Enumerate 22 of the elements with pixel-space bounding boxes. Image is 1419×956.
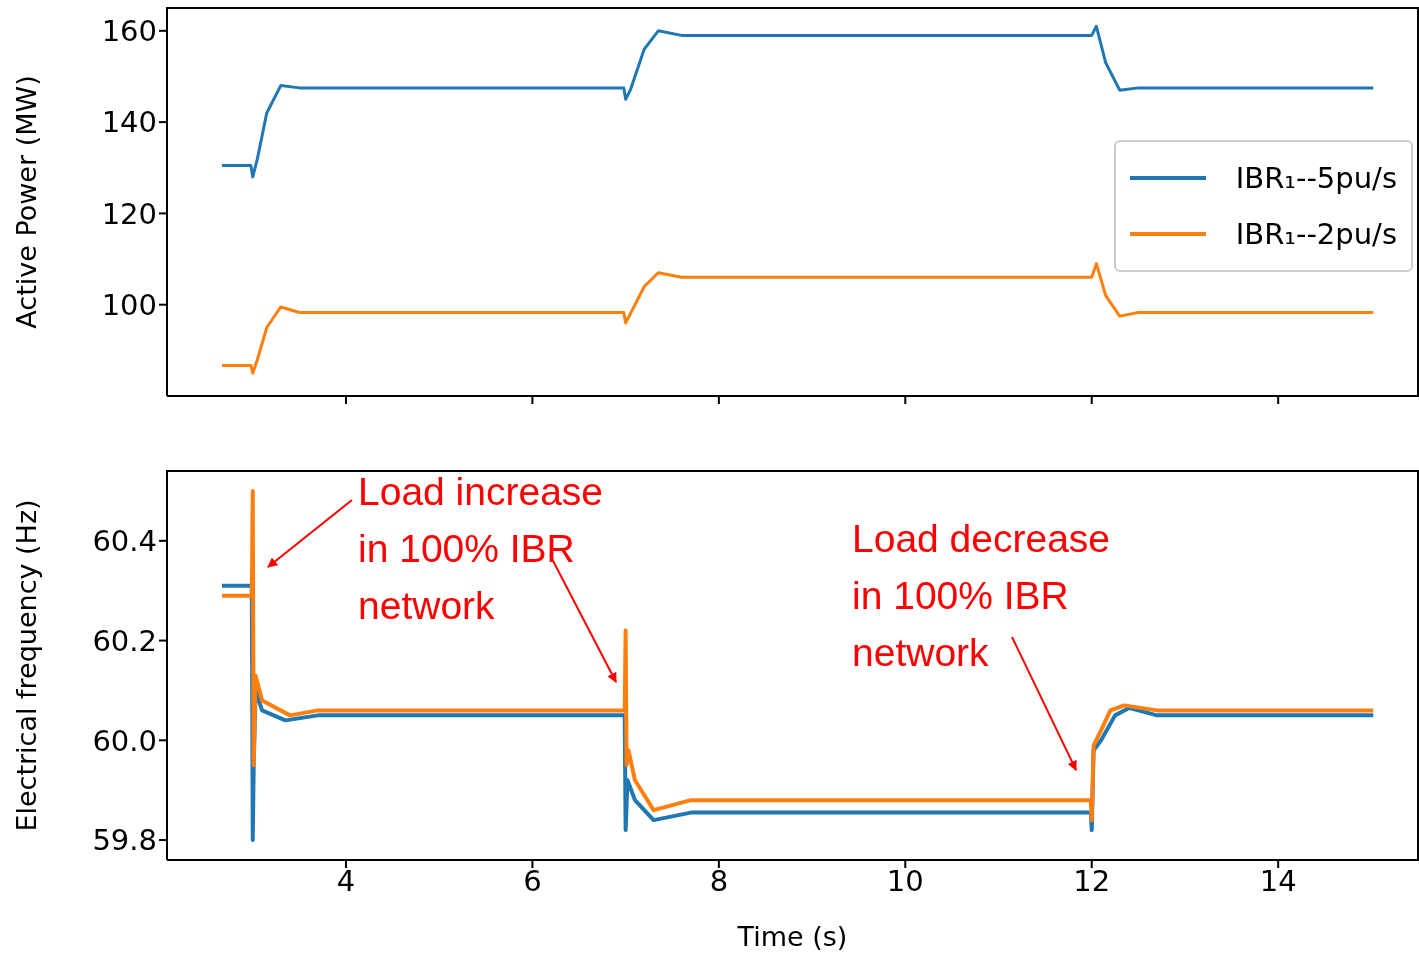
x-tick-label: 4 xyxy=(336,863,356,898)
legend-label: IBR₁--2pu/s xyxy=(1235,217,1397,251)
y-tick-label: 60.0 xyxy=(92,723,157,758)
x-tick-label: 12 xyxy=(1073,863,1111,898)
y-tick-label: 160 xyxy=(101,14,157,49)
x-tick-label: 14 xyxy=(1259,863,1297,898)
annotation: Load decrease in 100% IBR network xyxy=(852,516,1111,676)
y-axis-title: Active Power (MW) xyxy=(10,75,42,329)
x-tick-label: 10 xyxy=(886,863,924,898)
y-tick-label: 100 xyxy=(101,288,157,322)
y-tick-label: 60.2 xyxy=(92,623,157,658)
x-tick-label: 8 xyxy=(709,863,729,898)
y-axis-title: Electrical frequency (Hz) xyxy=(10,499,42,832)
x-axis-title: Time (s) xyxy=(736,921,848,952)
y-tick-label: 120 xyxy=(101,196,157,231)
y-tick-label: 60.4 xyxy=(92,524,157,559)
line-series xyxy=(220,262,1375,375)
y-tick-label: 59.8 xyxy=(92,823,157,858)
legend-label: IBR₁--5pu/s xyxy=(1235,161,1397,195)
annotation: Load increase in 100% IBR network xyxy=(358,469,604,629)
x-tick-label: 6 xyxy=(523,863,542,898)
y-tick-label: 140 xyxy=(101,105,157,140)
